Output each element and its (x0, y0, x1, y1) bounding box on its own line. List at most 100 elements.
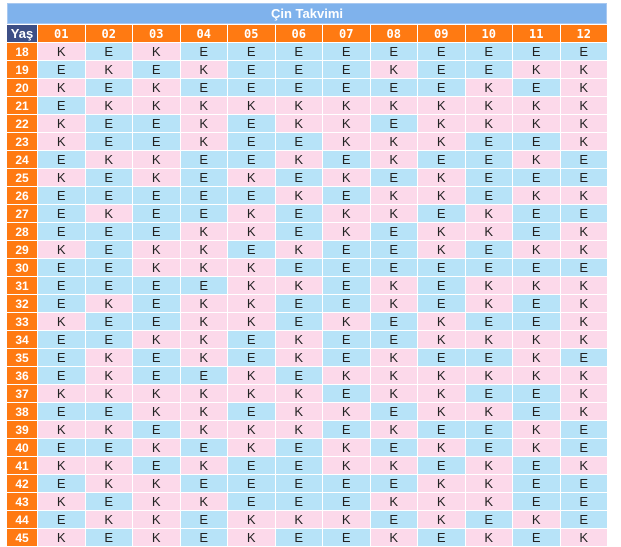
gender-cell: E (85, 115, 132, 132)
gender-cell: K (133, 151, 180, 168)
gender-cell: E (228, 475, 275, 492)
gender-cell: K (275, 511, 322, 528)
gender-cell: E (85, 313, 132, 330)
gender-cell: K (133, 43, 180, 60)
gender-cell: K (465, 457, 512, 474)
gender-cell: E (275, 295, 322, 312)
table-row: 44 E K K E K K K E K E K E (7, 511, 607, 528)
gender-cell: E (418, 457, 465, 474)
gender-cell: K (180, 61, 227, 78)
age-label: 32 (7, 295, 37, 312)
gender-cell: E (275, 169, 322, 186)
gender-cell: E (370, 511, 417, 528)
gender-cell: K (180, 295, 227, 312)
gender-cell: E (560, 205, 607, 222)
age-label: 28 (7, 223, 37, 240)
gender-cell: K (370, 61, 417, 78)
gender-cell: K (85, 511, 132, 528)
gender-cell: K (180, 331, 227, 348)
gender-cell: E (370, 259, 417, 276)
gender-cell: E (133, 313, 180, 330)
gender-cell: K (418, 115, 465, 132)
gender-cell: K (418, 187, 465, 204)
gender-cell: K (133, 97, 180, 114)
gender-cell: E (228, 457, 275, 474)
gender-cell: E (465, 151, 512, 168)
gender-cell: E (275, 133, 322, 150)
gender-cell: K (133, 385, 180, 402)
gender-cell: E (418, 277, 465, 294)
gender-cell: K (38, 421, 85, 438)
gender-cell: E (323, 529, 370, 546)
gender-cell: K (323, 313, 370, 330)
gender-cell: E (180, 43, 227, 60)
gender-cell: K (370, 457, 417, 474)
gender-cell: K (38, 43, 85, 60)
gender-cell: E (228, 241, 275, 258)
month-header: 06 (275, 25, 322, 42)
gender-cell: E (513, 403, 560, 420)
gender-cell: K (38, 79, 85, 96)
gender-cell: K (38, 457, 85, 474)
age-label: 34 (7, 331, 37, 348)
gender-cell: K (180, 223, 227, 240)
gender-cell: K (418, 493, 465, 510)
gender-cell: E (418, 205, 465, 222)
gender-cell: E (85, 241, 132, 258)
table-title: Çin Takvimi (7, 3, 607, 24)
gender-cell: K (180, 385, 227, 402)
gender-cell: E (513, 529, 560, 546)
gender-cell: K (560, 313, 607, 330)
table-row: 32 E K E K K E E K E K E K (7, 295, 607, 312)
gender-cell: K (85, 61, 132, 78)
gender-cell: E (38, 61, 85, 78)
gender-cell: K (323, 115, 370, 132)
gender-cell: E (370, 79, 417, 96)
gender-cell: K (465, 223, 512, 240)
table-row: 29 K E K K E K E E K E K K (7, 241, 607, 258)
gender-cell: K (560, 277, 607, 294)
gender-cell: K (133, 403, 180, 420)
table-row: 37 K K K K K K E K K E E K (7, 385, 607, 402)
gender-cell: E (370, 331, 417, 348)
gender-cell: K (513, 511, 560, 528)
gender-cell: E (370, 439, 417, 456)
gender-cell: E (85, 79, 132, 96)
gender-cell: E (370, 223, 417, 240)
gender-cell: K (85, 385, 132, 402)
table-row: 20 K E K E E E E E E K E K (7, 79, 607, 96)
gender-cell: E (228, 43, 275, 60)
gender-cell: K (228, 97, 275, 114)
gender-cell: K (228, 223, 275, 240)
gender-cell: E (513, 475, 560, 492)
gender-cell: E (133, 187, 180, 204)
gender-cell: K (133, 475, 180, 492)
month-header: 08 (370, 25, 417, 42)
gender-cell: K (370, 385, 417, 402)
gender-cell: K (513, 439, 560, 456)
gender-cell: K (418, 511, 465, 528)
gender-cell: K (228, 205, 275, 222)
gender-cell: E (275, 205, 322, 222)
gender-cell: K (418, 133, 465, 150)
gender-cell: K (38, 241, 85, 258)
age-label: 39 (7, 421, 37, 438)
month-header: 07 (323, 25, 370, 42)
gender-cell: E (38, 349, 85, 366)
gender-cell: E (465, 133, 512, 150)
gender-cell: K (323, 133, 370, 150)
gender-cell: E (323, 295, 370, 312)
gender-cell: K (560, 457, 607, 474)
gender-cell: E (228, 133, 275, 150)
gender-cell: K (418, 241, 465, 258)
gender-cell: E (418, 421, 465, 438)
gender-cell: K (560, 367, 607, 384)
gender-cell: E (560, 439, 607, 456)
age-label: 21 (7, 97, 37, 114)
gender-cell: E (418, 259, 465, 276)
gender-cell: E (370, 313, 417, 330)
gender-cell: E (133, 115, 180, 132)
gender-cell: E (418, 43, 465, 60)
gender-cell: E (323, 493, 370, 510)
gender-cell: E (560, 43, 607, 60)
